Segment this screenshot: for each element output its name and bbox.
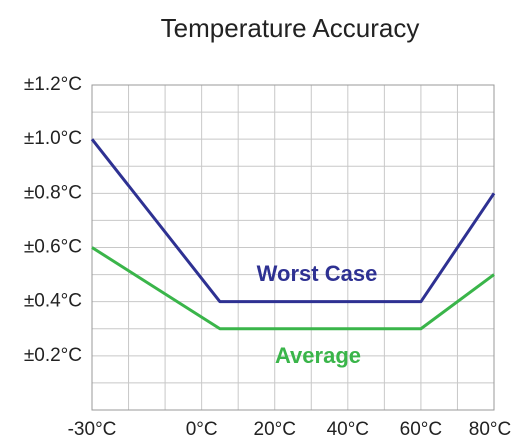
x-tick-label: 80°C	[469, 419, 511, 440]
y-tick-label: ±0.4°C	[24, 291, 82, 312]
y-tick-label: ±0.2°C	[24, 345, 82, 366]
chart-title: Temperature Accuracy	[161, 13, 420, 43]
y-tick-label: ±1.0°C	[24, 128, 82, 149]
y-tick-label: ±1.2°C	[24, 74, 82, 95]
y-tick-label: ±0.8°C	[24, 182, 82, 203]
y-tick-label: ±0.6°C	[24, 237, 82, 258]
x-tick-label: 20°C	[254, 419, 296, 440]
x-tick-label: 0°C	[186, 419, 218, 440]
series-line	[90, 138, 496, 304]
x-tick-label: -30°C	[68, 419, 117, 440]
x-tick-label: 60°C	[400, 419, 442, 440]
series-label: Average	[275, 343, 361, 368]
series-label: Worst Case	[257, 261, 378, 286]
series-line	[91, 246, 495, 331]
x-tick-label: 40°C	[327, 419, 369, 440]
